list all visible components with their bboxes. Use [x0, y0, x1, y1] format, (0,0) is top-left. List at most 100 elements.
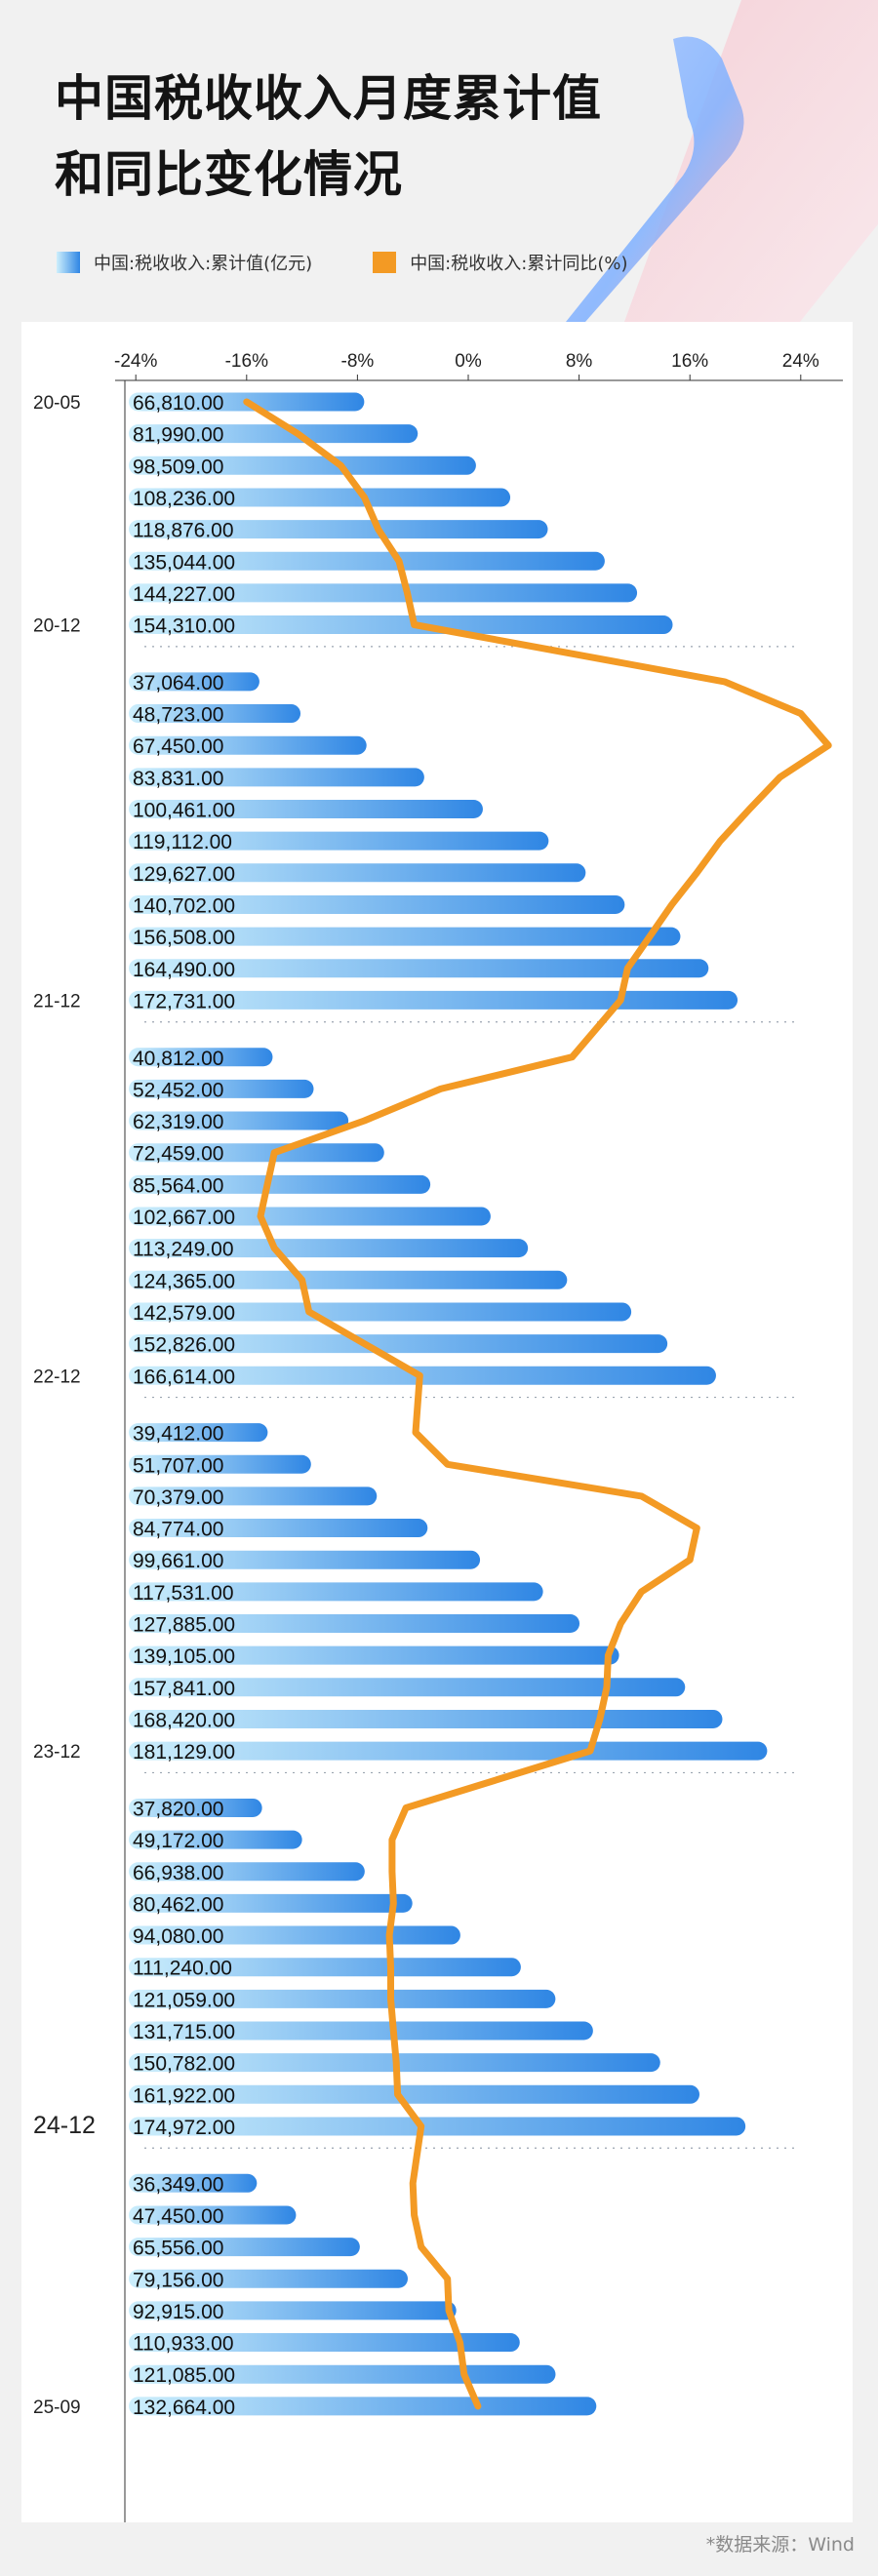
bar	[129, 424, 419, 444]
bar-value-label: 98,509.00	[133, 456, 223, 478]
bar	[129, 1709, 723, 1728]
bar	[129, 1143, 384, 1163]
legend-swatch-bar	[57, 252, 80, 273]
bar-value-label: 124,365.00	[133, 1270, 235, 1292]
bar-value-label: 118,876.00	[133, 520, 234, 542]
x-tick-label: -24%	[114, 351, 157, 372]
header-decoration	[566, 0, 878, 322]
title-line-2: 和同比变化情况	[55, 146, 403, 203]
bar-value-label: 79,156.00	[133, 2269, 223, 2291]
bar	[129, 1614, 580, 1633]
bar	[129, 1334, 668, 1354]
category-label: 21-12	[33, 991, 81, 1011]
bar-value-label: 72,459.00	[133, 1143, 223, 1166]
bar	[129, 615, 673, 635]
bar	[129, 1454, 311, 1474]
bar	[129, 672, 259, 692]
bar	[129, 863, 586, 883]
bar-value-label: 135,044.00	[133, 551, 235, 574]
bar	[129, 1550, 481, 1569]
bar	[129, 1925, 460, 1945]
bar-value-label: 80,462.00	[133, 1893, 223, 1916]
bar-value-label: 92,915.00	[133, 2301, 223, 2323]
bar	[129, 551, 605, 571]
bar-value-label: 144,227.00	[133, 583, 235, 606]
bar	[129, 959, 709, 978]
bar-value-label: 47,450.00	[133, 2205, 223, 2228]
page-title: 中国税收收入月度累计值 和同比变化情况	[55, 60, 602, 213]
bar	[129, 1741, 768, 1761]
bar	[129, 1519, 428, 1538]
bar	[129, 1645, 619, 1665]
bar-value-label: 113,249.00	[133, 1239, 234, 1261]
bar-value-label: 139,105.00	[133, 1645, 235, 1668]
data-source-note: *数据来源：Wind	[705, 2534, 855, 2556]
bar-value-label: 131,715.00	[133, 2021, 235, 2043]
bar	[129, 488, 511, 507]
bar-value-label: 164,490.00	[133, 959, 235, 981]
bar-value-label: 81,990.00	[133, 424, 223, 447]
bar-value-label: 62,319.00	[133, 1111, 223, 1133]
bar	[129, 894, 625, 914]
bar-value-label: 127,885.00	[133, 1614, 235, 1637]
bar-value-label: 121,085.00	[133, 2364, 235, 2387]
title-line-1: 中国税收收入月度累计值	[55, 70, 602, 127]
bar	[129, 2021, 593, 2041]
bar	[129, 2173, 258, 2193]
category-label: 23-12	[33, 1742, 81, 1763]
bar-value-label: 85,564.00	[133, 1174, 223, 1197]
bar-value-label: 40,812.00	[133, 1048, 223, 1070]
bar-value-label: 150,782.00	[133, 2053, 235, 2076]
bar-value-label: 52,452.00	[133, 1079, 223, 1101]
bar-value-label: 108,236.00	[133, 488, 235, 510]
bar-value-label: 102,667.00	[133, 1207, 235, 1229]
bar-value-label: 119,112.00	[133, 831, 232, 853]
bar-value-label: 152,826.00	[133, 1334, 235, 1357]
category-label: 22-12	[33, 1367, 81, 1387]
bar-value-label: 132,664.00	[133, 2397, 235, 2419]
bar-value-label: 140,702.00	[133, 894, 235, 917]
bar	[129, 583, 638, 603]
bar-value-label: 156,508.00	[133, 927, 235, 949]
x-tick-label: 8%	[566, 351, 593, 372]
legend-item-bar: 中国:税收收入:累计值(亿元)	[57, 250, 312, 275]
bar	[129, 2205, 297, 2225]
bar	[129, 2084, 700, 2104]
bar-value-label: 37,820.00	[133, 1798, 223, 1820]
bar-value-label: 39,412.00	[133, 1423, 223, 1446]
category-label: 25-09	[33, 2398, 81, 2418]
bar-value-label: 168,420.00	[133, 1709, 235, 1731]
legend-label-line: 中国:税收收入:累计同比(%)	[410, 254, 628, 274]
bar	[129, 1798, 262, 1817]
legend-item-line: 中国:税收收入:累计同比(%)	[373, 250, 627, 275]
bar-value-label: 161,922.00	[133, 2084, 235, 2107]
bar-value-label: 67,450.00	[133, 735, 223, 758]
bar-value-label: 37,064.00	[133, 672, 223, 694]
bar	[129, 1239, 529, 1258]
x-tick-label: -16%	[225, 351, 268, 372]
bar	[129, 1048, 273, 1067]
bar-value-label: 129,627.00	[133, 863, 235, 886]
bar	[129, 1111, 349, 1130]
bar-value-label: 157,841.00	[133, 1678, 235, 1700]
bar	[129, 768, 424, 787]
bar-value-label: 181,129.00	[133, 1741, 235, 1764]
bar	[129, 1830, 302, 1849]
bar	[129, 800, 483, 818]
bar-value-label: 36,349.00	[133, 2173, 223, 2196]
bar	[129, 2364, 556, 2384]
chart-legend: 中国:税收收入:累计值(亿元) 中国:税收收入:累计同比(%)	[57, 248, 688, 277]
bar-value-label: 48,723.00	[133, 704, 223, 727]
bar-value-label: 84,774.00	[133, 1519, 223, 1541]
bar	[129, 1270, 568, 1289]
bar	[129, 831, 549, 851]
bar-value-label: 66,810.00	[133, 392, 223, 415]
chart: -24% -16% -8% 0% 8% 16% 24% 66,810.00 81,990.00…	[33, 351, 843, 2522]
bar-value-label: 174,972.00	[133, 2117, 235, 2139]
bar-value-label: 172,731.00	[133, 990, 235, 1012]
bar	[129, 1678, 686, 1697]
bar-value-label: 111,240.00	[133, 1958, 232, 1980]
bar	[129, 1989, 556, 2008]
bar-value-label: 49,172.00	[133, 1830, 223, 1852]
bar-value-label: 142,579.00	[133, 1302, 235, 1325]
